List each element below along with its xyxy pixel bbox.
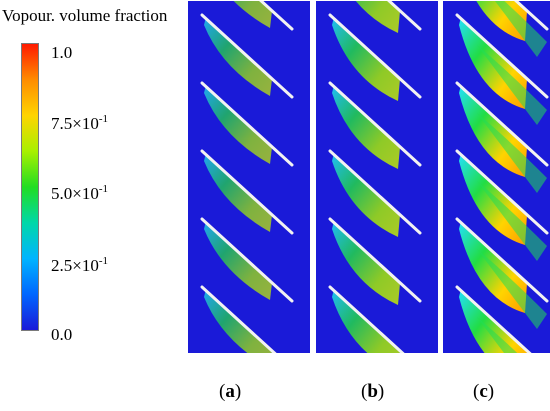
blade — [328, 285, 405, 353]
legend-title: Vopour. volume fraction — [2, 6, 168, 25]
cavity-wake — [477, 113, 547, 193]
cavity-region — [355, 1, 400, 33]
cavity-wake — [477, 249, 547, 329]
cavity-region — [204, 221, 272, 300]
caption-b: (b) — [361, 381, 385, 402]
caption-a: (a) — [219, 381, 242, 402]
blade — [387, 1, 422, 31]
colorbar — [21, 43, 39, 331]
cavity-region — [233, 1, 272, 28]
cavity-region — [204, 85, 272, 164]
blade — [200, 285, 277, 353]
blade — [455, 81, 549, 167]
tick-label-025: 2.5×10-1 — [51, 255, 109, 275]
cavity-region — [332, 221, 400, 305]
blade — [200, 217, 294, 303]
blade — [514, 1, 549, 31]
blade — [328, 217, 422, 303]
blade — [455, 285, 532, 353]
cavity-region — [332, 85, 400, 169]
panel-c — [443, 1, 550, 353]
blade — [455, 149, 549, 235]
blade — [328, 13, 422, 99]
blade — [200, 13, 294, 99]
tick-label-050: 5.0×10-1 — [51, 183, 109, 203]
blade — [455, 13, 549, 99]
tick-label-min: 0.0 — [51, 325, 73, 344]
cavity-region — [204, 17, 272, 96]
cavity-region — [332, 153, 400, 237]
panel-b — [316, 1, 438, 353]
panel-a — [188, 1, 310, 353]
cavity-wake — [477, 45, 547, 125]
blade — [328, 81, 422, 167]
blade — [259, 1, 294, 31]
caption-c: (c) — [473, 381, 495, 402]
blade — [455, 217, 549, 303]
cavity-region — [204, 153, 272, 232]
tick-label-075: 7.5×10-1 — [51, 113, 109, 133]
blade — [200, 149, 294, 235]
cavity-wake — [477, 181, 547, 261]
cavity-wake — [477, 317, 518, 353]
tick-label-max: 1.0 — [51, 43, 73, 62]
blade — [200, 81, 294, 167]
cavity-region — [332, 17, 400, 101]
blade — [328, 149, 422, 235]
cavity-wake — [495, 1, 547, 57]
